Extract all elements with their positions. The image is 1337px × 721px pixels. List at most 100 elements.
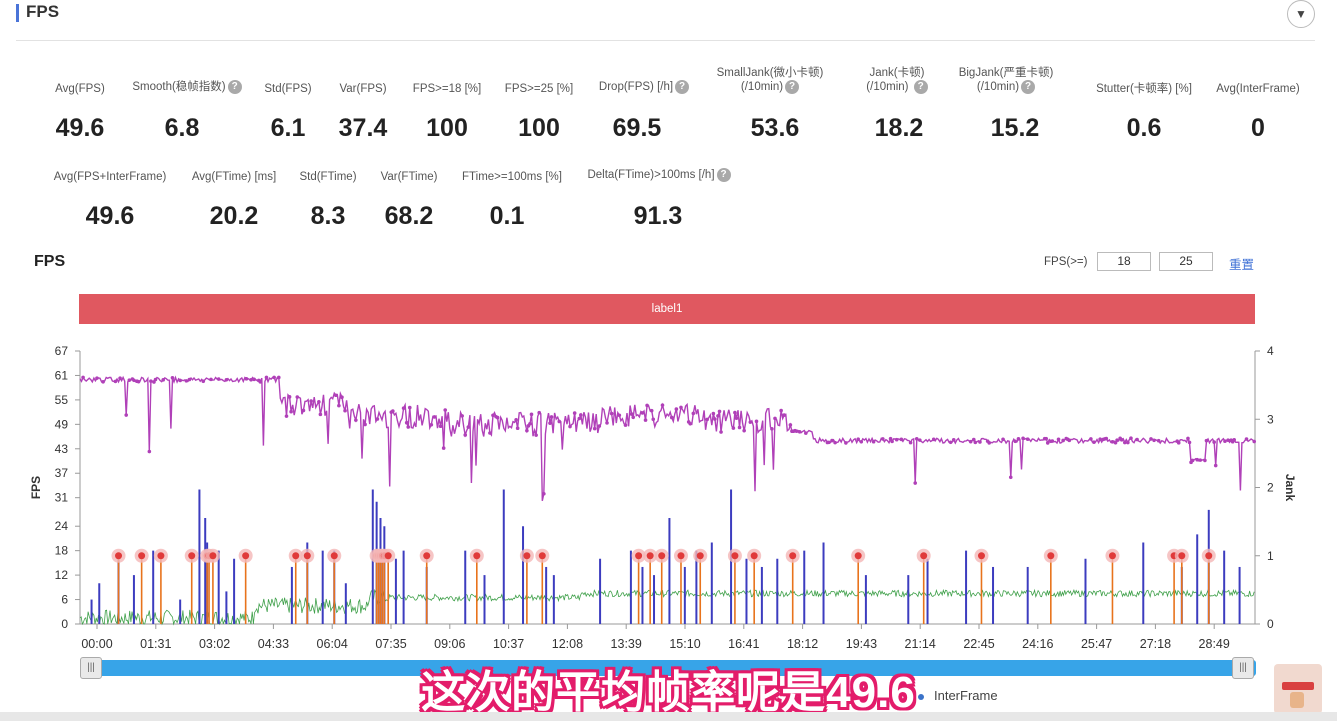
fps-point: [429, 422, 434, 427]
y-left-tick-label: 67: [55, 344, 69, 358]
fps-point: [913, 481, 918, 485]
fps-point: [711, 411, 716, 416]
fps-point: [1050, 439, 1055, 443]
fps-point: [1244, 437, 1249, 441]
fps-point: [592, 426, 597, 431]
metric-big-jank: BigJank(严重卡顿) (/10min)? 15.2: [952, 66, 1060, 142]
fps-point: [264, 375, 269, 380]
x-tick-label: 16:41: [728, 637, 759, 651]
x-tick-label: 00:00: [81, 637, 112, 651]
fps-point: [674, 407, 679, 411]
chart-title: FPS: [34, 253, 66, 270]
x-tick-label: 21:14: [905, 637, 936, 651]
slider-handle-left[interactable]: |||: [80, 657, 102, 679]
fps-point: [1067, 438, 1072, 443]
time-range-slider[interactable]: [80, 660, 1256, 676]
fps-point: [719, 430, 723, 434]
metric-label-unit: (/10min): [866, 81, 909, 94]
fps-point: [568, 424, 572, 429]
fps-point: [572, 411, 577, 415]
metric-label: Std(FPS): [264, 83, 312, 95]
y-right-axis-label: Jank: [1283, 474, 1297, 502]
fps-point: [113, 379, 118, 384]
fps-point: [276, 375, 281, 380]
threshold-input-2[interactable]: 25: [1159, 252, 1213, 271]
fps-point: [153, 377, 158, 382]
fps-point: [1212, 440, 1216, 444]
fps-series-line: [79, 375, 1255, 502]
metric-label-unit: (/10min): [740, 81, 784, 94]
fps-point: [491, 413, 495, 418]
metric-value: 37.4: [338, 114, 388, 142]
x-tick-label: 18:12: [787, 637, 818, 651]
y-left-tick-label: 31: [55, 491, 69, 505]
fps-point: [184, 379, 189, 383]
slider-handle-right[interactable]: |||: [1232, 657, 1254, 679]
fps-point: [827, 440, 831, 445]
x-tick-label: 03:02: [199, 637, 230, 651]
fps-point: [534, 433, 538, 437]
collapse-icon[interactable]: ▼: [1287, 0, 1315, 28]
metric-var-fps: Var(FPS) 37.4: [334, 82, 392, 142]
x-tick-label: 19:43: [846, 637, 877, 651]
y-right-tick-label: 4: [1267, 344, 1274, 358]
fps-point: [643, 418, 648, 422]
x-tick-label: 04:33: [258, 637, 289, 651]
subscribe-thumbnail-icon[interactable]: [1274, 664, 1322, 714]
fps-point: [337, 403, 341, 408]
legend-dot-icon: [918, 693, 924, 700]
fps-point: [779, 408, 783, 413]
fps-point: [859, 440, 864, 444]
threshold-label: FPS(>=): [1044, 256, 1088, 268]
jank-marker-point: [523, 552, 531, 560]
help-icon[interactable]: ?: [227, 80, 242, 94]
fps-point: [441, 446, 446, 450]
help-icon[interactable]: ?: [785, 80, 800, 94]
bottom-strip: [0, 712, 1337, 721]
jank-marker-point: [1108, 552, 1116, 560]
fps-point: [136, 379, 141, 384]
fps-point: [833, 440, 837, 445]
fps-point: [649, 408, 654, 413]
fps-point: [899, 437, 904, 442]
metric-label: Avg(FPS): [55, 83, 105, 95]
fps-point: [557, 419, 562, 424]
fps-point: [118, 376, 122, 381]
fps-point: [528, 422, 532, 426]
help-icon[interactable]: ?: [913, 80, 928, 94]
y-left-tick-label: 12: [55, 568, 69, 582]
fps-point: [651, 417, 656, 422]
fps-point: [629, 412, 634, 416]
label-band[interactable]: label1: [79, 294, 1255, 324]
y-left-tick-label: 49: [55, 417, 69, 431]
fps-point: [548, 421, 552, 425]
legend-interframe[interactable]: InterFrame: [918, 688, 998, 703]
help-icon[interactable]: ?: [1021, 80, 1036, 94]
fps-point: [1203, 458, 1207, 463]
fps-point: [495, 415, 500, 420]
fps-point: [631, 415, 636, 420]
fps-point: [443, 408, 448, 412]
fps-point: [804, 431, 808, 435]
header-divider: [16, 40, 1315, 41]
fps-point: [432, 415, 437, 419]
help-icon[interactable]: ?: [675, 80, 690, 94]
y-left-tick-label: 24: [55, 519, 69, 533]
metric-std-ftime: Std(FTime) 8.3: [296, 170, 360, 230]
fps-point: [1115, 438, 1119, 442]
fps-point: [287, 395, 292, 399]
jank-marker-point: [635, 552, 643, 560]
reset-button[interactable]: 重置: [1229, 258, 1255, 272]
metric-label: Var(FTime): [380, 171, 438, 183]
x-tick-label: 09:06: [434, 637, 465, 651]
threshold-input-1[interactable]: 18: [1097, 252, 1151, 271]
fps-point: [1176, 441, 1181, 445]
metric-ftime-ge-100: FTime>=100ms [%] 0.1: [456, 170, 568, 230]
fps-point: [951, 437, 956, 442]
fps-point: [597, 424, 602, 428]
fps-point: [1113, 440, 1118, 445]
jank-marker-point: [188, 552, 196, 560]
help-icon[interactable]: ?: [716, 168, 731, 182]
fps-point: [147, 449, 152, 454]
